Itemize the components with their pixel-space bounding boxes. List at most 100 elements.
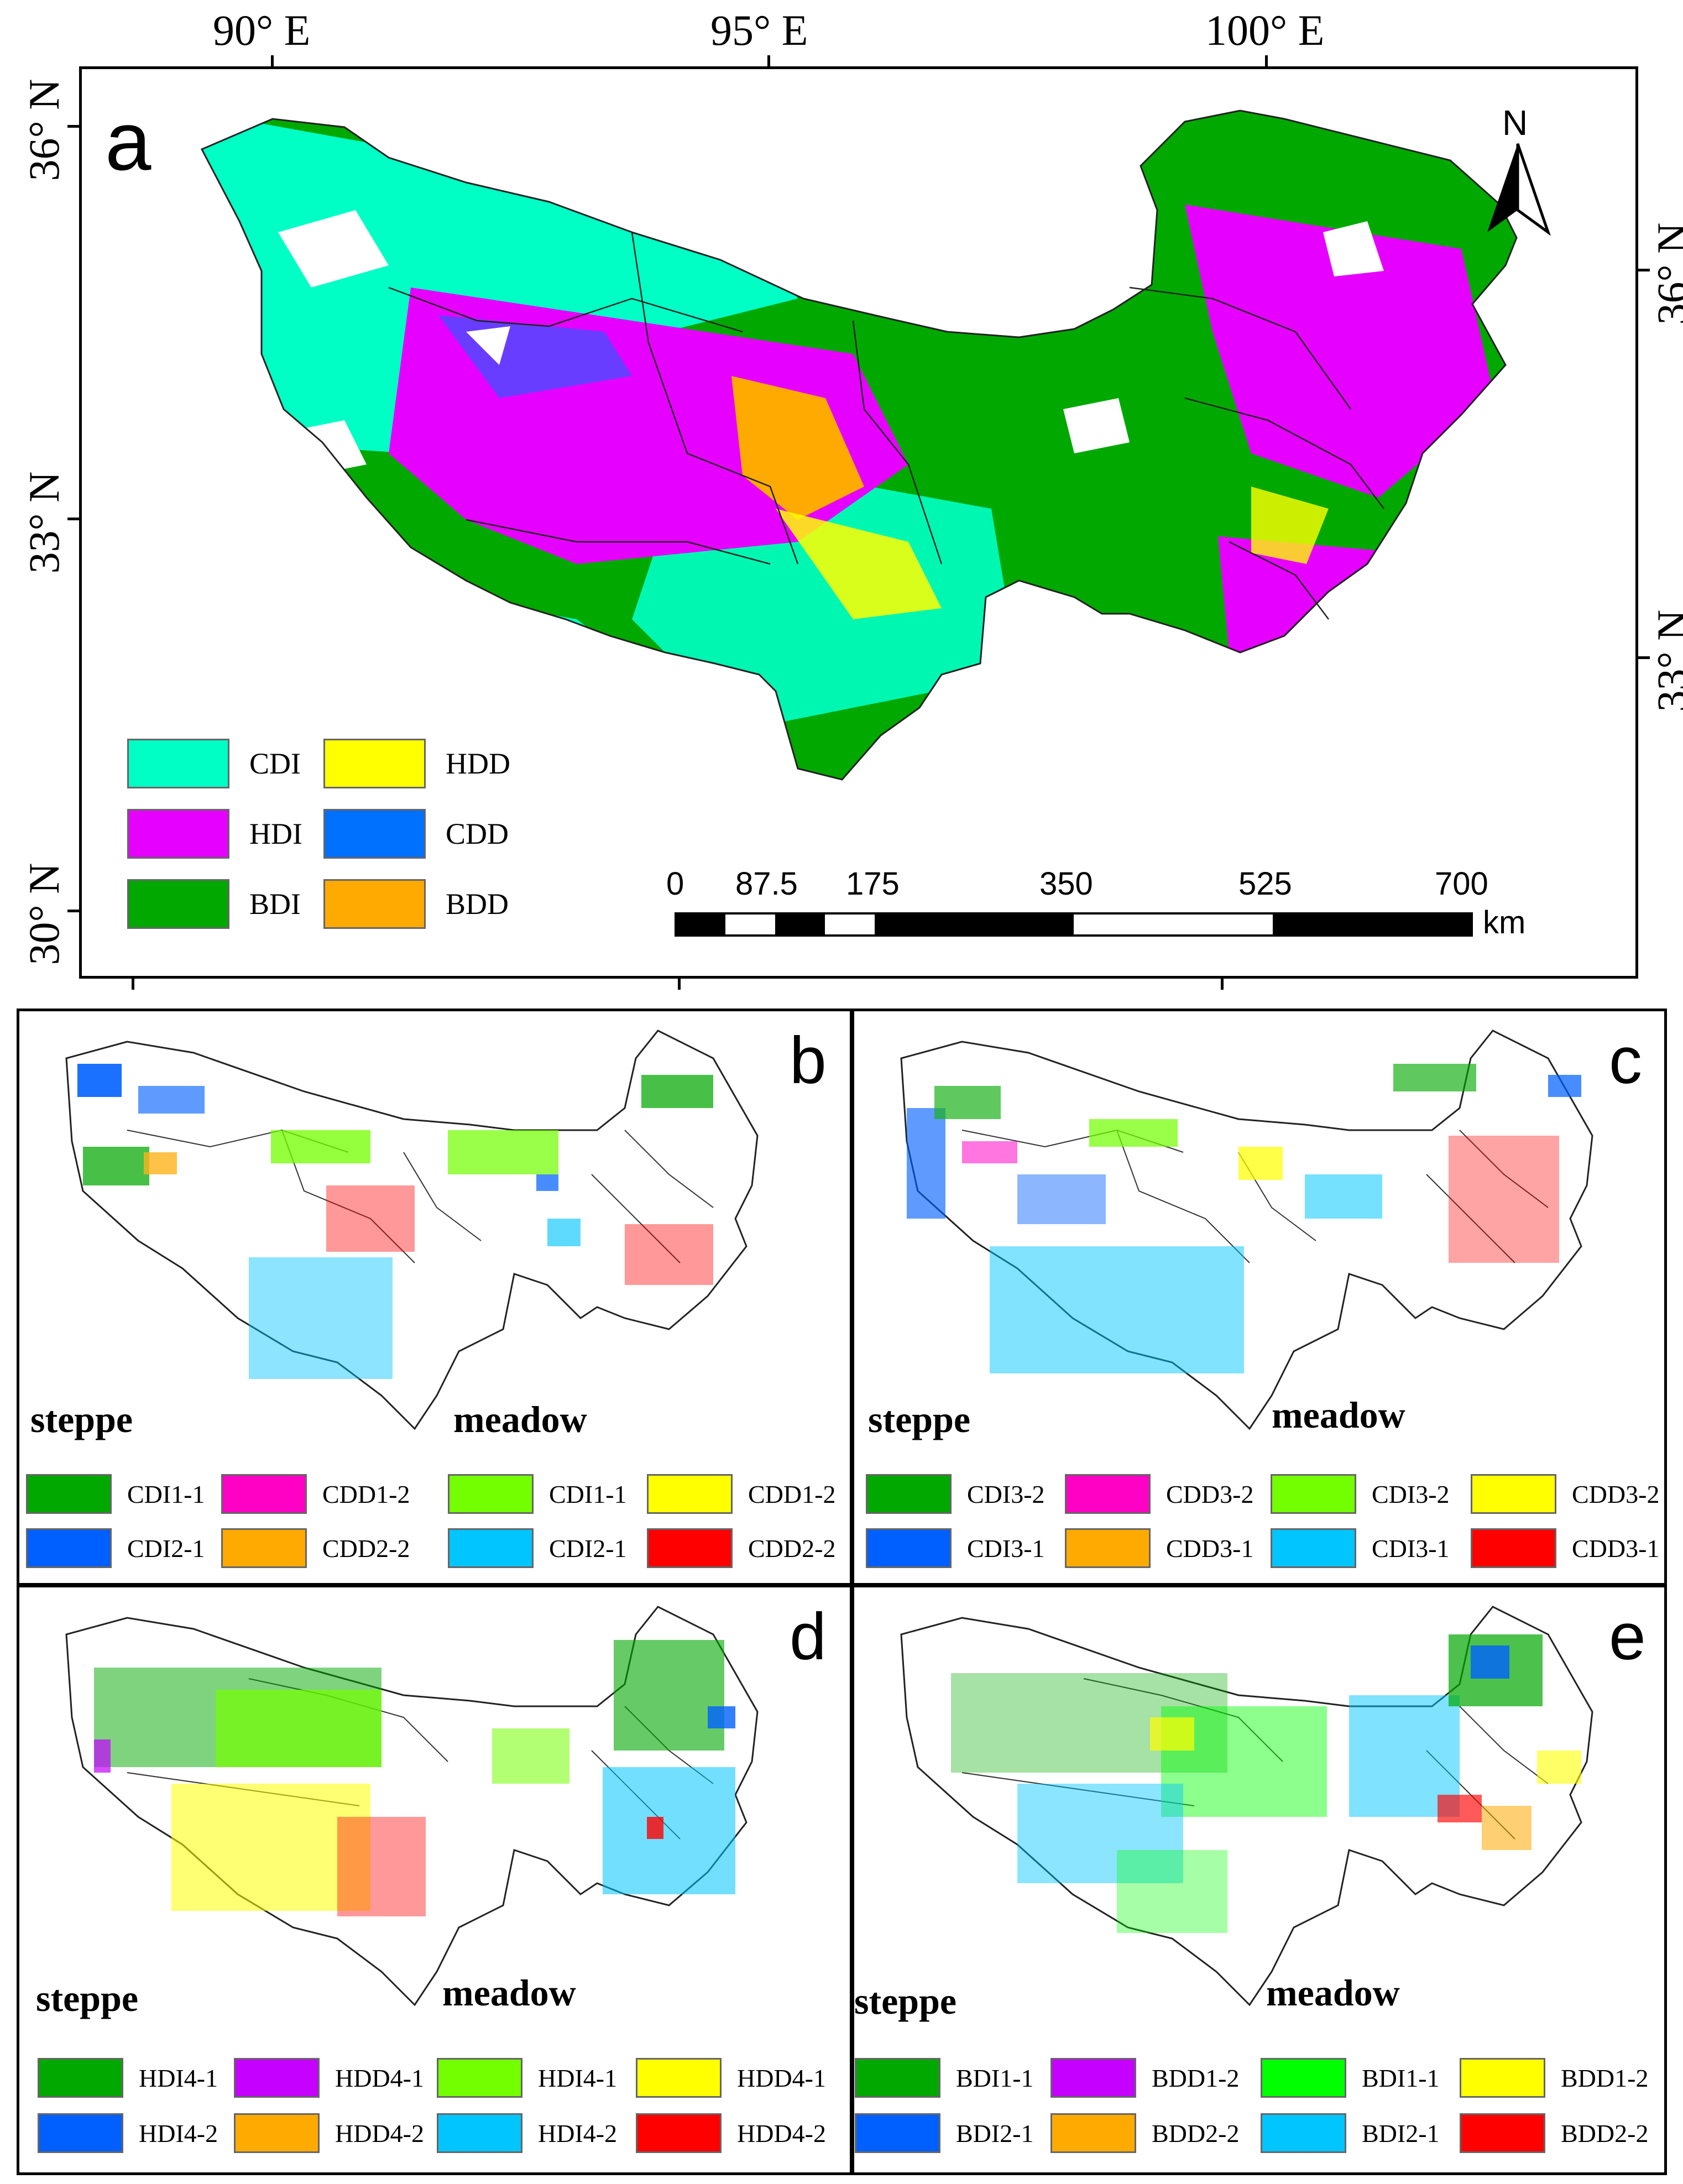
- legend-c-cdi3-2-meadow: CDI3-2: [1271, 1474, 1450, 1514]
- legend-d-hdi4-1-steppe: HDI4-1: [38, 2058, 218, 2098]
- legend-c-cdd3-2-steppe: CDD3-2: [1065, 1474, 1253, 1514]
- legend-b-cdi1-1-steppe-label: CDI1-1: [127, 1480, 205, 1508]
- right-axis-label-33n: 33° N: [1648, 609, 1683, 712]
- legend-e-bdd2-2-steppe: BDD2-2: [1050, 2113, 1239, 2153]
- legend-c-cdd3-1-meadow-label: CDD3-1: [1572, 1534, 1660, 1563]
- legend-e-bdi2-1-meadow: BDI2-1: [1261, 2113, 1440, 2153]
- legend-c-cdd3-2-steppe-label: CDD3-2: [1166, 1480, 1254, 1508]
- panel-c-letter: c: [1609, 1023, 1642, 1098]
- panel-b-meadow-label: meadow: [453, 1398, 587, 1440]
- legend-a-cdd: CDD: [323, 809, 509, 859]
- top-tick-90e: [271, 55, 274, 67]
- legend-c-cdd3-1-steppe-label: CDD3-1: [1166, 1534, 1254, 1563]
- legend-d-hdd4-1-meadow: HDD4-1: [636, 2058, 826, 2098]
- panel-d-letter: d: [790, 1600, 827, 1674]
- legend-d-hdd4-2-steppe-label: HDD4-2: [335, 2119, 424, 2148]
- legend-a-hdd-swatch: [323, 739, 426, 788]
- legend-d-hdi4-1-meadow-label: HDI4-1: [538, 2063, 618, 2092]
- legend-e-bdd1-2-meadow: BDD1-2: [1460, 2058, 1648, 2098]
- left-axis-label-30n: 30° N: [20, 863, 68, 965]
- legend-d-hdi4-2-steppe: HDI4-2: [38, 2113, 218, 2153]
- legend-c-cdi3-1-meadow-swatch: [1271, 1528, 1356, 1568]
- bottom-tick-2: [678, 978, 681, 990]
- legend-c-cdi3-2-meadow-label: CDI3-2: [1372, 1480, 1450, 1508]
- legend-d-hdd4-2-steppe-swatch: [234, 2113, 320, 2153]
- panel-e-steppe-label: steppe: [854, 1980, 957, 2022]
- top-tick-100e: [1265, 55, 1268, 67]
- panel-b-map: [65, 1030, 759, 1430]
- legend-e-bdd1-2-meadow-label: BDD1-2: [1561, 2063, 1649, 2092]
- legend-c-cdd3-1-steppe-swatch: [1065, 1528, 1151, 1568]
- panel-a-letter: a: [105, 95, 151, 187]
- legend-e-bdd1-2-steppe: BDD1-2: [1050, 2058, 1239, 2098]
- legend-c-cdd3-2-meadow-swatch: [1471, 1474, 1556, 1514]
- legend-d-hdi4-2-meadow-label: HDI4-2: [538, 2119, 618, 2148]
- legend-a-bdi: BDI: [127, 879, 301, 929]
- panel-a-map: [200, 109, 1518, 781]
- legend-c-cdi3-1-steppe: CDI3-1: [866, 1528, 1045, 1568]
- legend-b-cdd2-2-meadow-label: CDD2-2: [748, 1534, 836, 1563]
- legend-a-bdi-swatch: [127, 879, 229, 929]
- legend-e-bdi2-1-meadow-label: BDI2-1: [1362, 2119, 1440, 2148]
- right-axis-label-36n: 36° N: [1648, 222, 1683, 325]
- panel-c-map: [900, 1030, 1593, 1430]
- legend-a-cdi: CDI: [127, 739, 301, 788]
- left-tick-36n: [67, 125, 80, 128]
- legend-d-hdd4-2-meadow-swatch: [636, 2113, 722, 2153]
- legend-c-cdd3-1-steppe: CDD3-1: [1065, 1528, 1253, 1568]
- legend-b-cdi1-1-steppe-swatch: [26, 1474, 112, 1514]
- legend-e-bdi1-1-steppe-label: BDI1-1: [956, 2063, 1034, 2092]
- legend-a-bdi-label: BDI: [249, 887, 301, 921]
- legend-a-bdd-label: BDD: [446, 887, 509, 921]
- scale-tick-87-5: 87.5: [735, 866, 798, 902]
- legend-b-cdd2-2-meadow: CDD2-2: [647, 1528, 835, 1568]
- legend-d-hdi4-1-meadow-swatch: [437, 2058, 522, 2098]
- scale-tick-0: 0: [666, 866, 684, 902]
- legend-d-hdi4-1-meadow: HDI4-1: [437, 2058, 617, 2098]
- north-arrow-icon: [1487, 143, 1551, 236]
- legend-e-bdd2-2-meadow-swatch: [1460, 2113, 1545, 2153]
- legend-e-bdi2-1-steppe-swatch: [855, 2113, 940, 2153]
- legend-d-hdi4-1-steppe-label: HDI4-1: [139, 2063, 218, 2092]
- legend-a-cdd-swatch: [323, 809, 426, 859]
- scale-tick-350: 350: [1039, 866, 1093, 902]
- legend-c-cdi3-1-steppe-label: CDI3-1: [967, 1534, 1045, 1563]
- legend-d-hdi4-2-meadow-swatch: [437, 2113, 522, 2153]
- legend-c-cdi3-1-meadow: CDI3-1: [1271, 1528, 1450, 1568]
- north-arrow-label: N: [1502, 103, 1528, 143]
- legend-c-cdd3-1-meadow: CDD3-1: [1471, 1528, 1659, 1568]
- legend-c-cdi3-2-steppe: CDI3-2: [866, 1474, 1045, 1514]
- legend-c-cdd3-2-meadow: CDD3-2: [1471, 1474, 1659, 1514]
- legend-b-cdi2-1-meadow-label: CDI2-1: [549, 1534, 627, 1563]
- legend-b-cdd1-2-meadow: CDD1-2: [647, 1474, 835, 1514]
- legend-d-hdi4-2-meadow: HDI4-2: [437, 2113, 617, 2153]
- legend-b-cdi2-1-steppe-label: CDI2-1: [127, 1534, 205, 1563]
- panel-c-meadow-label: meadow: [1272, 1394, 1405, 1436]
- legend-d-hdi4-2-steppe-swatch: [38, 2113, 123, 2153]
- legend-d-hdi4-2-steppe-label: HDI4-2: [139, 2119, 218, 2148]
- legend-b-cdi1-1-meadow-swatch: [448, 1474, 534, 1514]
- legend-d-hdd4-2-meadow-label: HDD4-2: [737, 2119, 826, 2148]
- legend-d-hdd4-1-steppe-swatch: [234, 2058, 320, 2098]
- top-tick-95e: [767, 55, 770, 67]
- legend-e-bdi1-1-meadow-swatch: [1261, 2058, 1346, 2098]
- legend-b-cdd2-2-steppe: CDD2-2: [221, 1528, 410, 1568]
- left-axis-label-36n: 36° N: [20, 79, 68, 181]
- legend-c-cdi3-2-meadow-swatch: [1271, 1474, 1356, 1514]
- bottom-tick-3: [1221, 978, 1224, 990]
- legend-e-bdd1-2-meadow-swatch: [1460, 2058, 1545, 2098]
- scale-tick-175: 175: [846, 866, 900, 902]
- panel-e-letter: e: [1609, 1600, 1646, 1674]
- panel-e-map: [900, 1606, 1593, 2007]
- left-tick-33n: [67, 518, 80, 520]
- scale-unit: km: [1483, 905, 1526, 941]
- legend-d-hdd4-1-meadow-label: HDD4-1: [737, 2063, 826, 2092]
- legend-e-bdi1-1-steppe: BDI1-1: [855, 2058, 1034, 2098]
- legend-a-cdd-label: CDD: [446, 817, 509, 850]
- legend-b-cdd2-2-meadow-swatch: [647, 1528, 733, 1568]
- top-axis-label-100e: 100° E: [1205, 6, 1325, 54]
- legend-c-cdi3-1-steppe-swatch: [866, 1528, 952, 1568]
- legend-b-cdi2-1-meadow-swatch: [448, 1528, 534, 1568]
- bottom-tick-1: [132, 978, 134, 990]
- legend-e-bdi2-1-meadow-swatch: [1261, 2113, 1346, 2153]
